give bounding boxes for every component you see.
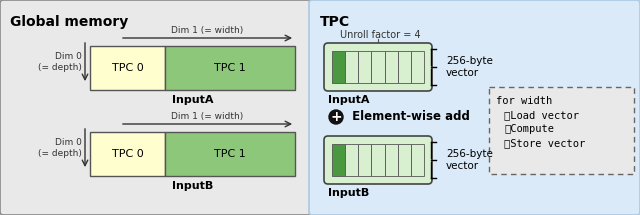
Text: InputA: InputA [172,95,213,105]
Bar [397,144,411,176]
Bar [358,144,371,176]
Bar [332,51,345,83]
Bar [371,144,385,176]
Text: Unroll factor = 4: Unroll factor = 4 [340,30,420,40]
Text: Dim 1 (= width): Dim 1 (= width) [172,112,244,121]
Bar [385,144,397,176]
Bar [411,144,424,176]
Text: InputA: InputA [328,95,369,105]
Text: for width: for width [496,96,552,106]
Bar [385,51,397,83]
Text: 256-byte
vector: 256-byte vector [446,56,493,78]
Bar [371,51,385,83]
FancyBboxPatch shape [324,136,432,184]
FancyBboxPatch shape [0,0,311,215]
Text: 256-byte
vector: 256-byte vector [446,149,493,171]
Text: ②Compute: ②Compute [504,124,554,134]
Bar [411,51,424,83]
Text: TPC 0: TPC 0 [111,63,143,73]
Bar [90,46,165,90]
Text: +: + [330,110,342,124]
Bar [345,51,358,83]
Circle shape [329,110,343,124]
Text: Element-wise add: Element-wise add [348,111,470,123]
Text: TPC 0: TPC 0 [111,149,143,159]
Text: Dim 0
(= depth): Dim 0 (= depth) [38,138,82,158]
Bar [345,144,358,176]
Text: TPC 1: TPC 1 [214,63,246,73]
Bar [165,132,295,176]
FancyBboxPatch shape [324,43,432,91]
Bar [397,51,411,83]
Text: ①Load vector: ①Load vector [504,110,579,120]
Text: TPC 1: TPC 1 [214,149,246,159]
Bar [358,51,371,83]
Bar [332,144,345,176]
Text: InputB: InputB [172,181,213,191]
Text: Dim 1 (= width): Dim 1 (= width) [172,26,244,35]
FancyBboxPatch shape [309,0,640,215]
Text: ③Store vector: ③Store vector [504,138,585,148]
Text: TPC: TPC [320,15,350,29]
Text: Dim 0
(= depth): Dim 0 (= depth) [38,52,82,72]
Text: Global memory: Global memory [10,15,128,29]
Text: InputB: InputB [328,188,369,198]
FancyBboxPatch shape [489,87,634,174]
Bar [165,46,295,90]
Bar [90,132,165,176]
